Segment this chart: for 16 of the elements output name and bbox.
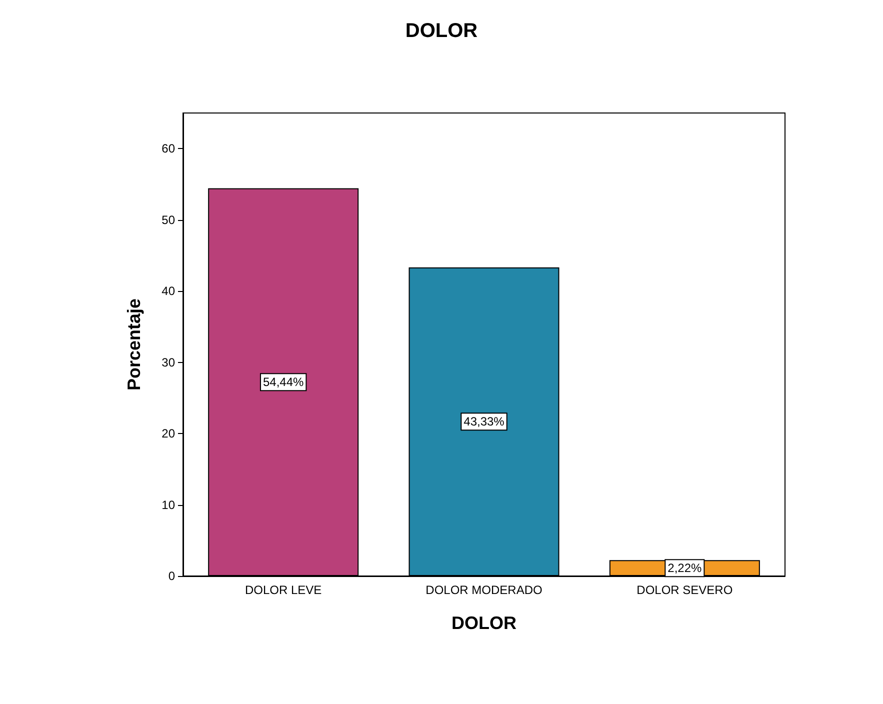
x-tick-label: DOLOR SEVERO: [636, 583, 733, 597]
y-tick-label: 20: [162, 426, 176, 441]
data-label: 43,33%: [464, 414, 505, 429]
y-tick-label: 60: [162, 142, 176, 156]
data-label: 2,22%: [668, 561, 702, 576]
y-tick-label: 0: [168, 569, 176, 583]
y-tick-label: 10: [162, 498, 176, 512]
y-axis-title: Porcentaje: [124, 298, 144, 391]
x-tick-label: DOLOR LEVE: [244, 583, 322, 597]
x-axis-title: DOLOR: [452, 613, 516, 633]
chart-title: DOLOR: [405, 20, 478, 42]
y-tick-label: 40: [162, 284, 176, 298]
data-label: 54,44%: [262, 375, 304, 390]
x-tick-label: DOLOR MODERADO: [426, 583, 542, 597]
y-tick-label: 30: [162, 355, 176, 370]
y-tick-label: 50: [162, 212, 176, 227]
